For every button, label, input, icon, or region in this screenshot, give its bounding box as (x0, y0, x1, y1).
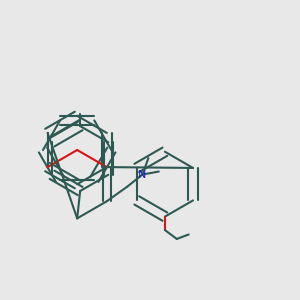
Text: N: N (138, 169, 147, 179)
